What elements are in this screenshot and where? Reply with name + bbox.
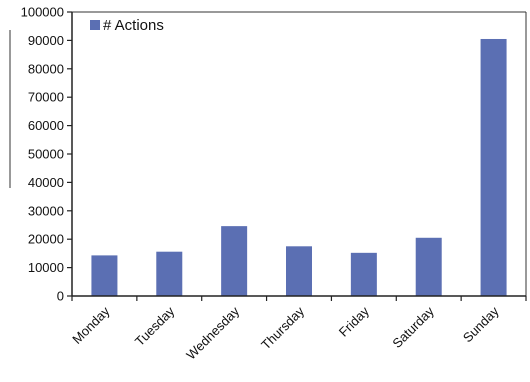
- y-tick-label: 50000: [28, 147, 64, 162]
- x-category-label: Saturday: [389, 303, 437, 351]
- y-tick-label: 60000: [28, 118, 64, 133]
- y-tick-label: 70000: [28, 90, 64, 105]
- legend: # Actions: [90, 17, 164, 34]
- bar-thursday: [286, 246, 312, 296]
- x-category-label: Monday: [69, 303, 113, 347]
- y-tick-label: 0: [57, 289, 64, 304]
- bar-saturday: [415, 237, 442, 296]
- y-tick-label: 90000: [28, 33, 64, 48]
- x-category-label: Friday: [336, 303, 372, 339]
- legend-label: # Actions: [103, 17, 164, 34]
- x-category-label: Sunday: [460, 303, 502, 345]
- x-category-label: Tuesday: [132, 303, 178, 349]
- y-tick-label: 10000: [28, 260, 64, 275]
- x-category-label: Wednesday: [183, 303, 242, 362]
- bar-wednesday: [221, 226, 248, 296]
- bar-tuesday: [156, 251, 183, 296]
- x-category-label: Thursday: [258, 303, 307, 352]
- bar-monday: [91, 255, 118, 296]
- y-tick-label: 100000: [21, 5, 64, 20]
- y-tick-label: 40000: [28, 175, 64, 190]
- y-tick-label: 80000: [28, 61, 64, 76]
- y-tick-label: 30000: [28, 203, 64, 218]
- bar-friday: [350, 252, 377, 296]
- legend-swatch: [90, 20, 100, 30]
- bar-sunday: [480, 38, 507, 296]
- y-tick-label: 20000: [28, 232, 64, 247]
